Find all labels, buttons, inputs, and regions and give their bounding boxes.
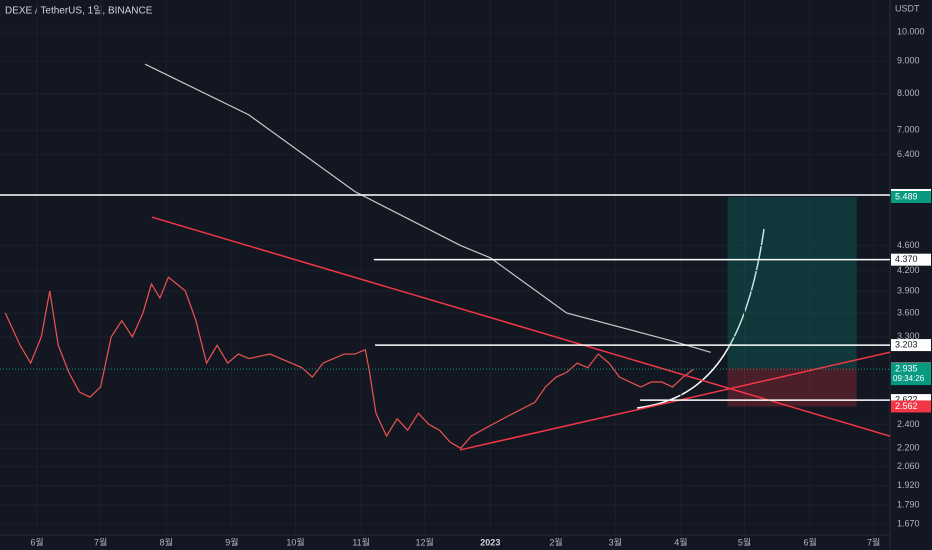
y-tick-label: 8.000 xyxy=(897,88,920,98)
chart-title: DEXE / TetherUS, 1일, BINANCE xyxy=(5,5,153,17)
y-tick-label: 1.920 xyxy=(897,480,920,490)
y-tick-label: 3.600 xyxy=(897,307,920,317)
price-line xyxy=(144,63,711,353)
price-label-bg xyxy=(891,253,931,266)
x-tick-label: 3월 xyxy=(609,536,622,547)
y-tick-label: 3.300 xyxy=(897,331,920,341)
y-tick-label: 2.200 xyxy=(897,443,920,453)
price-label-bg xyxy=(891,339,931,352)
price-label: 5.489 xyxy=(895,191,918,201)
x-tick-label: 12월 xyxy=(416,536,434,547)
y-tick-label: 1.670 xyxy=(897,518,920,528)
x-tick-label: 8월 xyxy=(160,536,173,547)
price-label: 2.935 xyxy=(895,363,918,373)
price-label-bg xyxy=(891,400,931,413)
x-tick-label: 11월 xyxy=(352,536,370,547)
y-tick-label: 1.790 xyxy=(897,499,920,509)
price-label-bg xyxy=(891,191,931,204)
x-tick-label: 10월 xyxy=(286,536,304,547)
price-label: 2.622 xyxy=(895,394,918,404)
y-tick-label: 10.000 xyxy=(897,27,925,37)
profit-zone xyxy=(727,197,857,369)
y-tick-label: 6.400 xyxy=(897,149,920,159)
y-tick-label: 7.000 xyxy=(897,125,920,135)
price-label: 3.203 xyxy=(895,339,918,349)
x-tick-label: 2023 xyxy=(480,537,500,547)
x-tick-label: 7월 xyxy=(94,536,107,547)
y-tick-label: 4.200 xyxy=(897,265,920,275)
price-label-bg xyxy=(891,363,931,386)
trendline xyxy=(459,351,891,451)
y-tick-label: 3.900 xyxy=(897,285,920,295)
x-tick-label: 2월 xyxy=(549,536,562,547)
price-label: 4.370 xyxy=(895,254,918,264)
x-tick-label: 6월 xyxy=(30,536,43,547)
x-tick-label: 4월 xyxy=(674,536,687,547)
axis-unit: USDT xyxy=(895,3,920,13)
x-tick-label: 9월 xyxy=(225,536,238,547)
countdown: 09:34:26 xyxy=(893,374,925,383)
price-label: 2.562 xyxy=(895,401,918,411)
price-line xyxy=(4,276,695,450)
curve-drawing xyxy=(636,228,765,409)
y-tick-label: 4.600 xyxy=(897,240,920,250)
x-tick-label: 6월 xyxy=(804,536,817,547)
x-tick-label: 7월 xyxy=(867,536,880,547)
y-tick-label: 2.060 xyxy=(897,461,920,471)
x-tick-label: 5월 xyxy=(738,536,751,547)
y-tick-label: 2.400 xyxy=(897,419,920,429)
y-tick-label: 9.000 xyxy=(897,55,920,65)
